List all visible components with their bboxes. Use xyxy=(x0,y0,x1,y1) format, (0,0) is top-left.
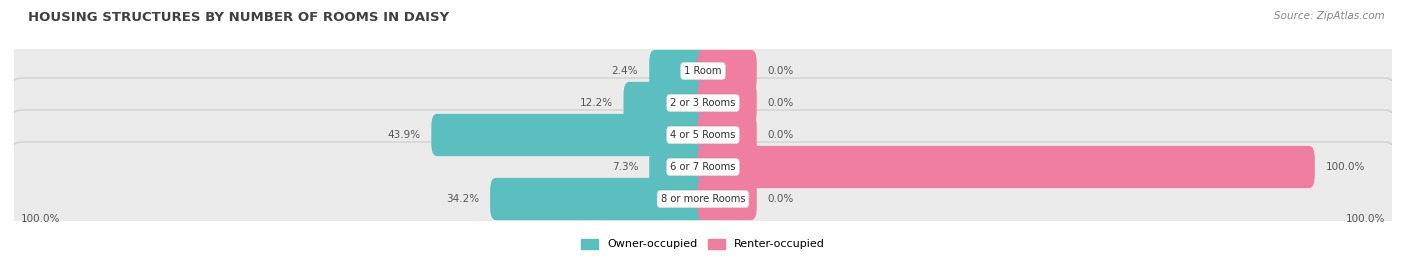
FancyBboxPatch shape xyxy=(623,82,709,124)
Text: 8 or more Rooms: 8 or more Rooms xyxy=(661,194,745,204)
Text: 0.0%: 0.0% xyxy=(768,194,794,204)
Text: Source: ZipAtlas.com: Source: ZipAtlas.com xyxy=(1274,11,1385,21)
Text: 0.0%: 0.0% xyxy=(768,66,794,76)
FancyBboxPatch shape xyxy=(4,142,1402,256)
FancyBboxPatch shape xyxy=(491,178,709,220)
Text: 100.0%: 100.0% xyxy=(21,214,60,224)
Text: 2.4%: 2.4% xyxy=(612,66,638,76)
FancyBboxPatch shape xyxy=(650,146,709,188)
Text: HOUSING STRUCTURES BY NUMBER OF ROOMS IN DAISY: HOUSING STRUCTURES BY NUMBER OF ROOMS IN… xyxy=(28,11,450,24)
Legend: Owner-occupied, Renter-occupied: Owner-occupied, Renter-occupied xyxy=(576,234,830,254)
FancyBboxPatch shape xyxy=(697,82,756,124)
FancyBboxPatch shape xyxy=(697,50,756,92)
Text: 4 or 5 Rooms: 4 or 5 Rooms xyxy=(671,130,735,140)
Text: 43.9%: 43.9% xyxy=(387,130,420,140)
Text: 6 or 7 Rooms: 6 or 7 Rooms xyxy=(671,162,735,172)
FancyBboxPatch shape xyxy=(4,110,1402,224)
FancyBboxPatch shape xyxy=(4,14,1402,128)
FancyBboxPatch shape xyxy=(697,114,756,156)
Text: 0.0%: 0.0% xyxy=(768,98,794,108)
FancyBboxPatch shape xyxy=(697,146,1315,188)
Text: 7.3%: 7.3% xyxy=(612,162,638,172)
FancyBboxPatch shape xyxy=(697,178,756,220)
FancyBboxPatch shape xyxy=(4,46,1402,160)
Text: 100.0%: 100.0% xyxy=(1326,162,1365,172)
Text: 34.2%: 34.2% xyxy=(446,194,479,204)
Text: 0.0%: 0.0% xyxy=(768,130,794,140)
FancyBboxPatch shape xyxy=(650,50,709,92)
Text: 12.2%: 12.2% xyxy=(579,98,613,108)
Text: 100.0%: 100.0% xyxy=(1346,214,1385,224)
FancyBboxPatch shape xyxy=(4,78,1402,192)
FancyBboxPatch shape xyxy=(432,114,709,156)
Text: 2 or 3 Rooms: 2 or 3 Rooms xyxy=(671,98,735,108)
Text: 1 Room: 1 Room xyxy=(685,66,721,76)
